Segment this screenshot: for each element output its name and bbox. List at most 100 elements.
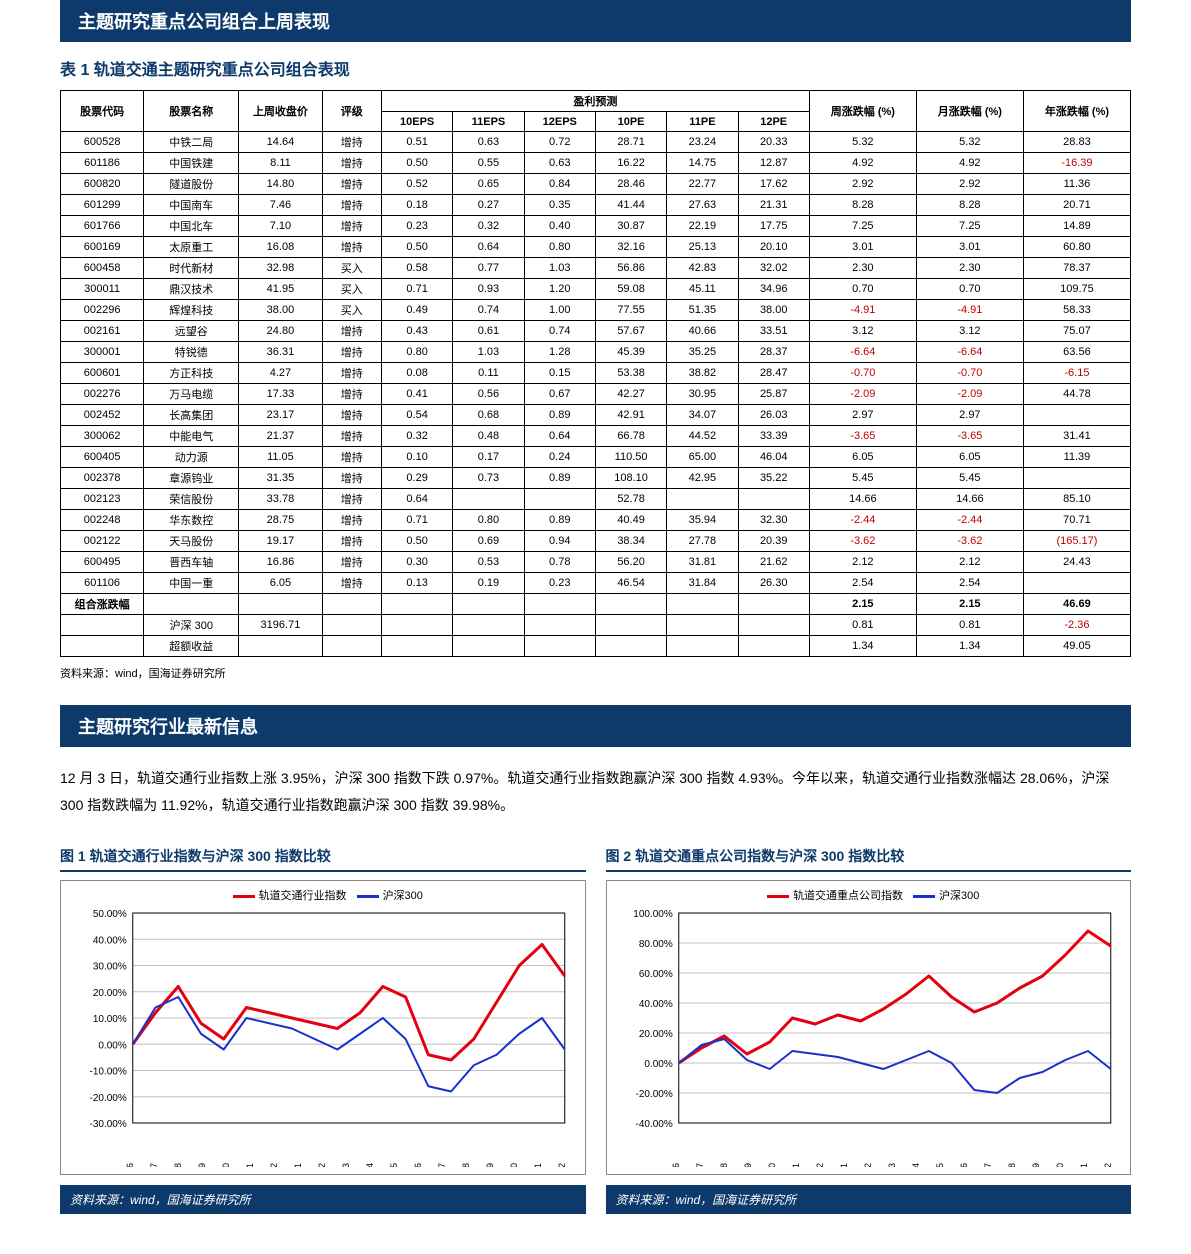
cell: 16.86 [239,552,322,573]
cell: 0.64 [524,426,595,447]
stock-table: 股票代码股票名称上周收盘价评级盈利预测周涨跌幅 (%)月涨跌幅 (%)年涨跌幅 … [60,90,1131,657]
svg-text:09-12: 09-12 [814,1163,824,1167]
cell: 28.83 [1023,132,1130,153]
cell: 42.83 [667,258,738,279]
table-row: 601766中国北车7.10增持0.230.320.4030.8722.1917… [61,216,1131,237]
cell [453,636,524,657]
cell: 2.97 [916,405,1023,426]
cell: 增持 [322,573,381,594]
cell: 0.89 [524,468,595,489]
svg-text:40.00%: 40.00% [638,999,672,1010]
cell: 0.94 [524,531,595,552]
svg-text:-20.00%: -20.00% [90,1093,127,1104]
cell [144,594,239,615]
cell: 5.45 [916,468,1023,489]
cell: 56.86 [595,258,666,279]
svg-text:09-08: 09-08 [173,1163,183,1167]
table-row: 002122天马股份19.17增持0.500.690.9438.3427.782… [61,531,1131,552]
cell: -2.09 [916,384,1023,405]
cell: 300011 [61,279,144,300]
cell: 0.43 [381,321,452,342]
cell: 5.32 [809,132,916,153]
cell: -16.39 [1023,153,1130,174]
svg-text:20.00%: 20.00% [638,1029,672,1040]
chart2-source: 资料来源：wind，国海证券研究所 [606,1185,1132,1214]
cell: -0.70 [916,363,1023,384]
cell: 22.77 [667,174,738,195]
cell: 17.33 [239,384,322,405]
table-row: 002452长高集团23.17增持0.540.680.8942.9134.072… [61,405,1131,426]
cell: 1.34 [809,636,916,657]
cell: 38.00 [738,300,809,321]
cell: 0.11 [453,363,524,384]
cell: 32.02 [738,258,809,279]
cell [453,615,524,636]
section-bar-1: 主题研究重点公司组合上周表现 [60,0,1131,42]
cell: 0.68 [453,405,524,426]
cell: 11.05 [239,447,322,468]
cell: 0.74 [453,300,524,321]
svg-text:10-09: 10-09 [485,1163,495,1167]
cell: 8.11 [239,153,322,174]
cell: -3.65 [916,426,1023,447]
legend-label: 沪深300 [939,890,979,902]
col-header: 11PE [667,112,738,132]
cell: 85.10 [1023,489,1130,510]
cell: 万马电缆 [144,384,239,405]
cell: 600601 [61,363,144,384]
cell: 0.58 [381,258,452,279]
cell: 40.66 [667,321,738,342]
cell: 2.92 [809,174,916,195]
cell: 1.28 [524,342,595,363]
cell: 24.43 [1023,552,1130,573]
table-row: 沪深 3003196.710.810.81-2.36 [61,615,1131,636]
cell: 108.10 [595,468,666,489]
cell: 16.08 [239,237,322,258]
cell: 36.31 [239,342,322,363]
cell: 增持 [322,195,381,216]
cell: 25.13 [667,237,738,258]
table-row: 600528中铁二局14.64增持0.510.630.7228.7123.242… [61,132,1131,153]
cell: 章源钨业 [144,468,239,489]
chart1-source: 资料来源：wind，国海证券研究所 [60,1185,586,1214]
cell: 0.73 [453,468,524,489]
svg-text:10-12: 10-12 [1102,1163,1112,1167]
cell: 增持 [322,153,381,174]
table-row: 002378章源钨业31.35增持0.290.730.89108.1042.95… [61,468,1131,489]
cell: 77.55 [595,300,666,321]
cell: 7.25 [916,216,1023,237]
table-row: 002248华东数控28.75增持0.710.800.8940.4935.943… [61,510,1131,531]
cell: 51.35 [667,300,738,321]
cell: 12.87 [738,153,809,174]
svg-text:60.00%: 60.00% [638,969,672,980]
cell: 0.67 [524,384,595,405]
svg-text:10-04: 10-04 [365,1163,375,1167]
cell: 109.75 [1023,279,1130,300]
cell: -6.64 [916,342,1023,363]
cell: (165.17) [1023,531,1130,552]
col-header: 周涨跌幅 (%) [809,91,916,132]
cell: 19.17 [239,531,322,552]
svg-text:30.00%: 30.00% [93,962,127,973]
cell: 52.78 [595,489,666,510]
chart1-legend: 轨道交通行业指数沪深300 [67,887,579,903]
cell: 002276 [61,384,144,405]
cell: 42.27 [595,384,666,405]
svg-text:09-12: 09-12 [269,1163,279,1167]
cell: 0.81 [809,615,916,636]
cell: 0.69 [453,531,524,552]
cell: 增持 [322,531,381,552]
cell: 0.63 [524,153,595,174]
cell: 46.04 [738,447,809,468]
svg-text:10-12: 10-12 [557,1163,567,1167]
svg-text:-20.00%: -20.00% [635,1089,672,1100]
cell: -3.62 [809,531,916,552]
cell: -4.91 [809,300,916,321]
cell [667,489,738,510]
cell: 增持 [322,405,381,426]
cell [595,594,666,615]
svg-text:-40.00%: -40.00% [635,1119,672,1130]
cell: 增持 [322,426,381,447]
cell [595,636,666,657]
cell [524,594,595,615]
